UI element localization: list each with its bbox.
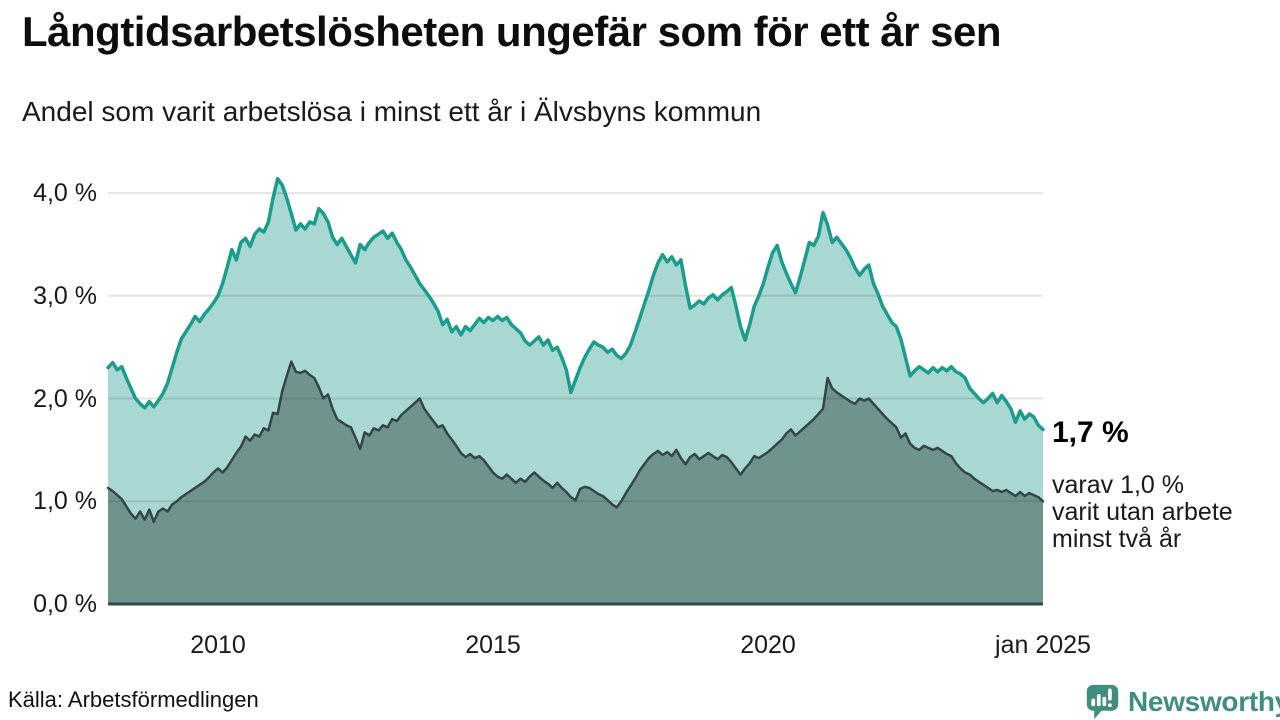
y-axis-tick-2,0 %: 2,0 %: [33, 385, 97, 413]
newsworthy-bubble-chart-icon: [1084, 683, 1121, 720]
page-title: Långtidsarbetslösheten ungefär som för e…: [22, 8, 1002, 55]
y-axis-tick-0,0 %: 0,0 %: [33, 590, 97, 618]
x-axis-tick-2015: 2015: [465, 631, 521, 659]
newsworthy-logo[interactable]: Newsworthy: [1084, 683, 1280, 720]
series-line-1: [106, 360, 1045, 524]
source-note: Källa: Arbetsförmedlingen: [8, 687, 259, 712]
series-line-0: [106, 176, 1045, 432]
y-axis-tick-4,0 %: 4,0 %: [33, 179, 97, 207]
x-axis-tick-jan 2025: jan 2025: [995, 631, 1091, 659]
newsworthy-logo-text: Newsworthy: [1128, 685, 1280, 717]
y-axis-tick-3,0 %: 3,0 %: [33, 282, 97, 310]
y-axis-tick-1,0 %: 1,0 %: [33, 487, 97, 515]
latest-value-label: 1,7 %: [1052, 416, 1129, 449]
x-axis-tick-2010: 2010: [190, 631, 246, 659]
annotation-line-3: minst två år: [1052, 525, 1182, 553]
annotation-line-2: varit utan arbete: [1052, 498, 1233, 526]
x-axis-tick-2020: 2020: [740, 631, 796, 659]
chart-subtitle: Andel som varit arbetslösa i minst ett å…: [22, 96, 762, 127]
annotation-line-1: varav 1,0 %: [1052, 471, 1185, 499]
